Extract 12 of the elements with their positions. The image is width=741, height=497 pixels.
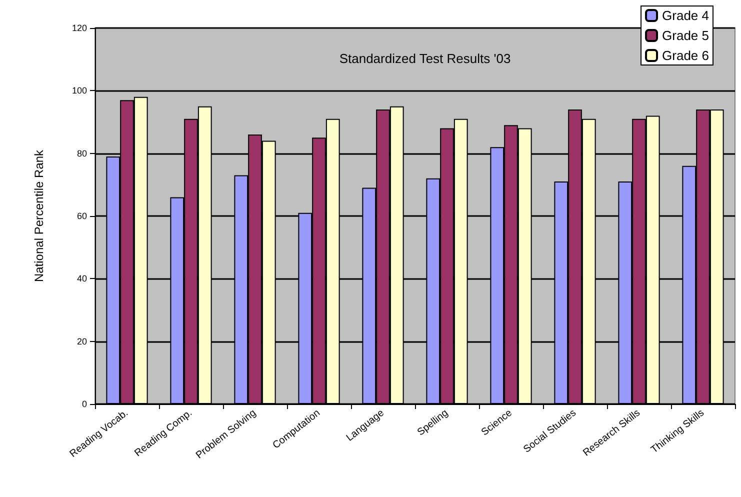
- y-axis-title: National Percentile Rank: [32, 148, 46, 282]
- text: Standardized Test Results '03: [339, 51, 511, 66]
- y-tick-label: 20: [76, 336, 87, 346]
- legend-label: Grade 5: [662, 28, 710, 43]
- y-tick-label: 100: [72, 86, 87, 96]
- y-tick-label: 40: [76, 274, 87, 284]
- y-tick-label: 80: [76, 148, 87, 158]
- y-tick-label: 120: [72, 23, 87, 33]
- legend-label: Grade 4: [662, 8, 710, 23]
- y-tick-label: 60: [76, 211, 87, 221]
- y-tick-label: 0: [82, 399, 87, 409]
- legend-label: Grade 6: [662, 48, 710, 63]
